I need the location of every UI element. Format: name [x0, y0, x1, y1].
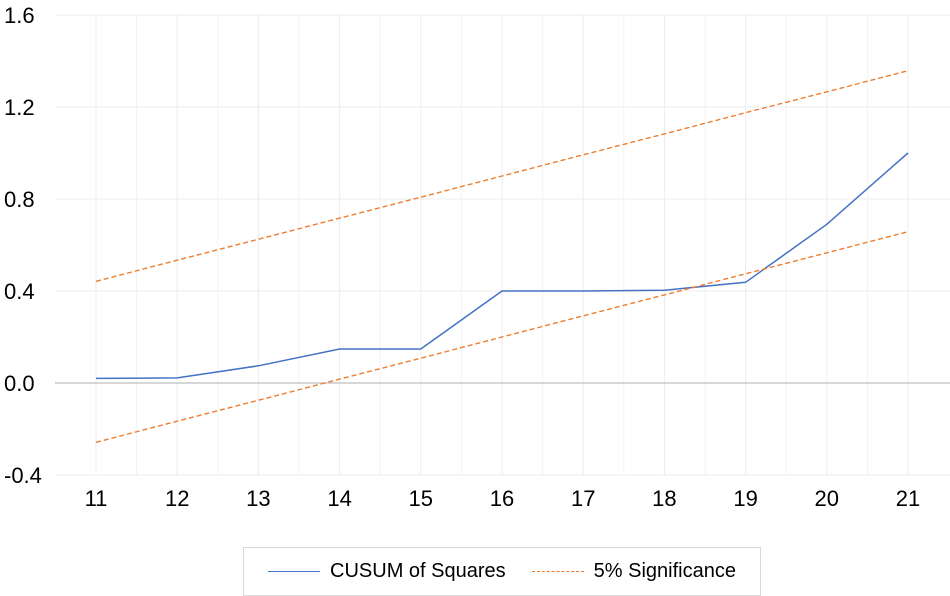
- series-line-2: [95, 231, 909, 443]
- y-tick-label-3: 0.4: [4, 279, 35, 304]
- series-line-1: [95, 70, 909, 282]
- x-tick-label-7: 18: [652, 486, 676, 511]
- grid: [55, 14, 950, 476]
- x-tick-label-5: 16: [490, 486, 514, 511]
- x-tick-label-2: 13: [246, 486, 270, 511]
- legend-label-significance: 5% Significance: [593, 560, 736, 582]
- x-tick-label-6: 17: [571, 486, 595, 511]
- legend-swatch-significance: [531, 571, 584, 572]
- x-tick-label-3: 14: [327, 486, 351, 511]
- y-tick-label-4: 0.0: [4, 371, 35, 396]
- legend-swatch-cusum: [268, 571, 321, 572]
- x-tick-label-1: 12: [165, 486, 189, 511]
- legend-label-cusum: CUSUM of Squares: [330, 560, 506, 582]
- y-tick-label-1: 1.2: [4, 95, 35, 120]
- y-tick-label-5: -0.4: [4, 463, 42, 488]
- y-axis-tick-labels: 1.6 1.2 0.8 0.4 0.0 -0.4: [4, 3, 42, 488]
- x-tick-label-4: 15: [409, 486, 433, 511]
- x-axis-tick-labels: 11 12 13 14 15 16 17 18 19 20 21: [85, 486, 921, 511]
- x-tick-label-8: 19: [733, 486, 757, 511]
- legend-item-cusum: CUSUM of Squares: [268, 560, 506, 583]
- y-tick-label-0: 1.6: [4, 3, 35, 28]
- x-tick-label-0: 11: [85, 486, 108, 511]
- series-lines: [95, 70, 909, 443]
- x-tick-label-10: 21: [896, 486, 920, 511]
- legend: CUSUM of Squares 5% Significance: [243, 547, 761, 596]
- legend-item-significance: 5% Significance: [531, 560, 736, 583]
- y-tick-label-2: 0.8: [4, 187, 35, 212]
- series-line-0: [95, 152, 909, 380]
- x-tick-label-9: 20: [815, 486, 839, 511]
